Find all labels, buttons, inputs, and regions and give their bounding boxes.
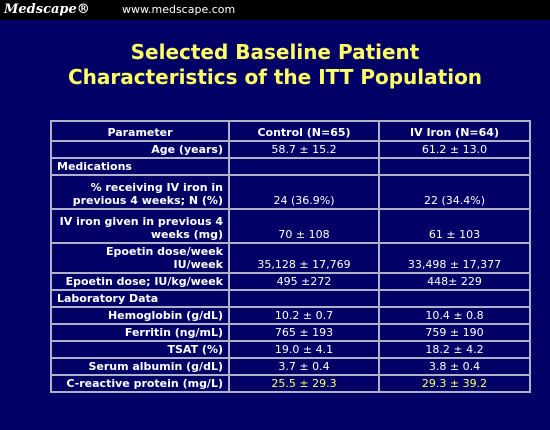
- row-control: 35,128 ± 17,769: [228, 242, 380, 274]
- row-param: Ferritin (ng/mL): [50, 323, 230, 342]
- row-control: 70 ± 108: [228, 208, 380, 244]
- row-iv-iron-empty: [378, 289, 531, 308]
- row-param: C-reactive protein (mg/L): [50, 374, 230, 393]
- row-param: Epoetin dose; IU/kg/week: [50, 272, 230, 291]
- row-param: Age (years): [50, 140, 230, 159]
- table-row: Serum albumin (g/dL) 3.7 ± 0.4 3.8 ± 0.4: [50, 357, 531, 376]
- row-param: TSAT (%): [50, 340, 230, 359]
- row-iv-iron: 33,498 ± 17,377: [378, 242, 531, 274]
- section-label: Laboratory Data: [50, 289, 230, 308]
- row-control-highlight: 25.5 ± 29.3: [228, 374, 380, 393]
- row-iv-iron-highlight: 29.3 ± 39.2: [378, 374, 531, 393]
- table-row: Epoetin dose/week IU/week 35,128 ± 17,76…: [50, 242, 531, 274]
- table-row: TSAT (%) 19.0 ± 4.1 18.2 ± 4.2: [50, 340, 531, 359]
- section-row-medications: Medications: [50, 157, 531, 176]
- table-row: % receiving IV iron in previous 4 weeks;…: [50, 174, 531, 210]
- table-row: C-reactive protein (mg/L) 25.5 ± 29.3 29…: [50, 374, 531, 393]
- row-param: Epoetin dose/week IU/week: [50, 242, 230, 274]
- row-iv-iron: 18.2 ± 4.2: [378, 340, 531, 359]
- row-control: 495 ±272: [228, 272, 380, 291]
- section-row-laboratory: Laboratory Data: [50, 289, 531, 308]
- row-control: 3.7 ± 0.4: [228, 357, 380, 376]
- row-iv-iron: 3.8 ± 0.4: [378, 357, 531, 376]
- title-line-1: Selected Baseline Patient: [130, 40, 420, 64]
- slide-title: Selected Baseline Patient Characteristic…: [0, 40, 550, 90]
- row-control: 10.2 ± 0.7: [228, 306, 380, 325]
- row-iv-iron: 448± 229: [378, 272, 531, 291]
- section-label: Medications: [50, 157, 230, 176]
- site-url: www.medscape.com: [122, 3, 236, 16]
- row-iv-iron: 759 ± 190: [378, 323, 531, 342]
- table-row: Epoetin dose; IU/kg/week 495 ±272 448± 2…: [50, 272, 531, 291]
- title-line-2: Characteristics of the ITT Population: [67, 65, 483, 89]
- row-param: Hemoglobin (g/dL): [50, 306, 230, 325]
- row-control: 58.7 ± 15.2: [228, 140, 380, 159]
- table-row: Age (years) 58.7 ± 15.2 61.2 ± 13.0: [50, 140, 531, 159]
- row-iv-iron: 61.2 ± 13.0: [378, 140, 531, 159]
- table-row: IV iron given in previous 4 weeks (mg) 7…: [50, 208, 531, 244]
- row-control: 19.0 ± 4.1: [228, 340, 380, 359]
- table-row: Ferritin (ng/mL) 765 ± 193 759 ± 190: [50, 323, 531, 342]
- table-row: Hemoglobin (g/dL) 10.2 ± 0.7 10.4 ± 0.8: [50, 306, 531, 325]
- baseline-table: Parameter Control (N=65) IV Iron (N=64) …: [50, 120, 531, 393]
- row-control: 24 (36.9%): [228, 174, 380, 210]
- row-iv-iron: 22 (34.4%): [378, 174, 531, 210]
- table-header-row: Parameter Control (N=65) IV Iron (N=64): [50, 120, 531, 142]
- header-iv-iron: IV Iron (N=64): [378, 120, 531, 142]
- row-control: 765 ± 193: [228, 323, 380, 342]
- row-control-empty: [228, 157, 380, 176]
- top-bar: Medscape® www.medscape.com: [0, 0, 550, 20]
- row-iv-iron: 61 ± 103: [378, 208, 531, 244]
- header-parameter: Parameter: [50, 120, 230, 142]
- row-param: Serum albumin (g/dL): [50, 357, 230, 376]
- medscape-logo: Medscape®: [4, 2, 90, 17]
- row-iv-iron-empty: [378, 157, 531, 176]
- row-iv-iron: 10.4 ± 0.8: [378, 306, 531, 325]
- row-param: % receiving IV iron in previous 4 weeks;…: [50, 174, 230, 210]
- header-control: Control (N=65): [228, 120, 380, 142]
- row-control-empty: [228, 289, 380, 308]
- row-param: IV iron given in previous 4 weeks (mg): [50, 208, 230, 244]
